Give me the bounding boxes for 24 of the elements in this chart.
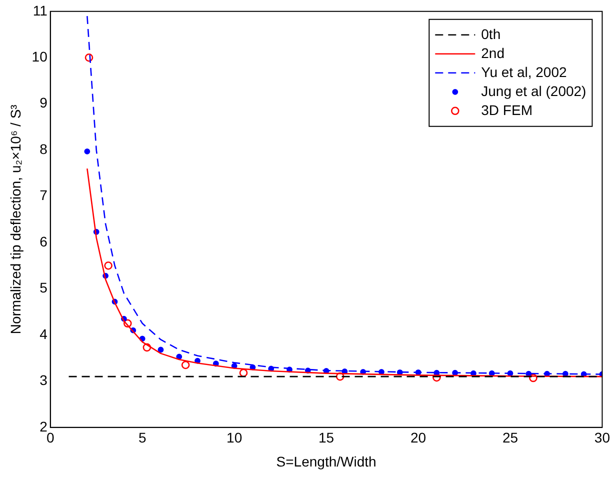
y-tick-label: 6 xyxy=(40,233,48,250)
legend-label: 0th xyxy=(481,26,501,42)
y-tick-label: 10 xyxy=(32,48,48,64)
y-tick-label: 4 xyxy=(40,326,48,342)
y-tick-label: 7 xyxy=(40,187,48,204)
legend-label: Jung et al (2002) xyxy=(481,82,586,99)
legend-label: Yu et al, 2002 xyxy=(481,64,567,80)
x-tick-label: 20 xyxy=(410,430,426,446)
y-tick-label: 11 xyxy=(32,2,48,18)
y-axis-title: Normalized tip deflection, u₂×10⁶ / S³ xyxy=(7,104,24,334)
y-tick-label: 5 xyxy=(40,280,48,296)
legend-label: 3D FEM xyxy=(481,102,532,118)
y-tick-label: 2 xyxy=(40,418,48,434)
y-tick-label: 9 xyxy=(40,94,48,111)
x-tick-label: 5 xyxy=(138,430,146,446)
x-tick-label: 15 xyxy=(318,430,334,446)
y-tick-label: 3 xyxy=(40,372,48,388)
x-tick-label: 10 xyxy=(226,430,242,446)
x-tick-label: 30 xyxy=(594,430,610,446)
x-tick-label: 25 xyxy=(502,430,518,446)
legend-label: 2nd xyxy=(481,44,505,61)
x-axis-title: S=Length/Width xyxy=(276,453,376,470)
x-tick-label: 0 xyxy=(46,430,54,446)
y-tick-label: 8 xyxy=(40,140,48,157)
